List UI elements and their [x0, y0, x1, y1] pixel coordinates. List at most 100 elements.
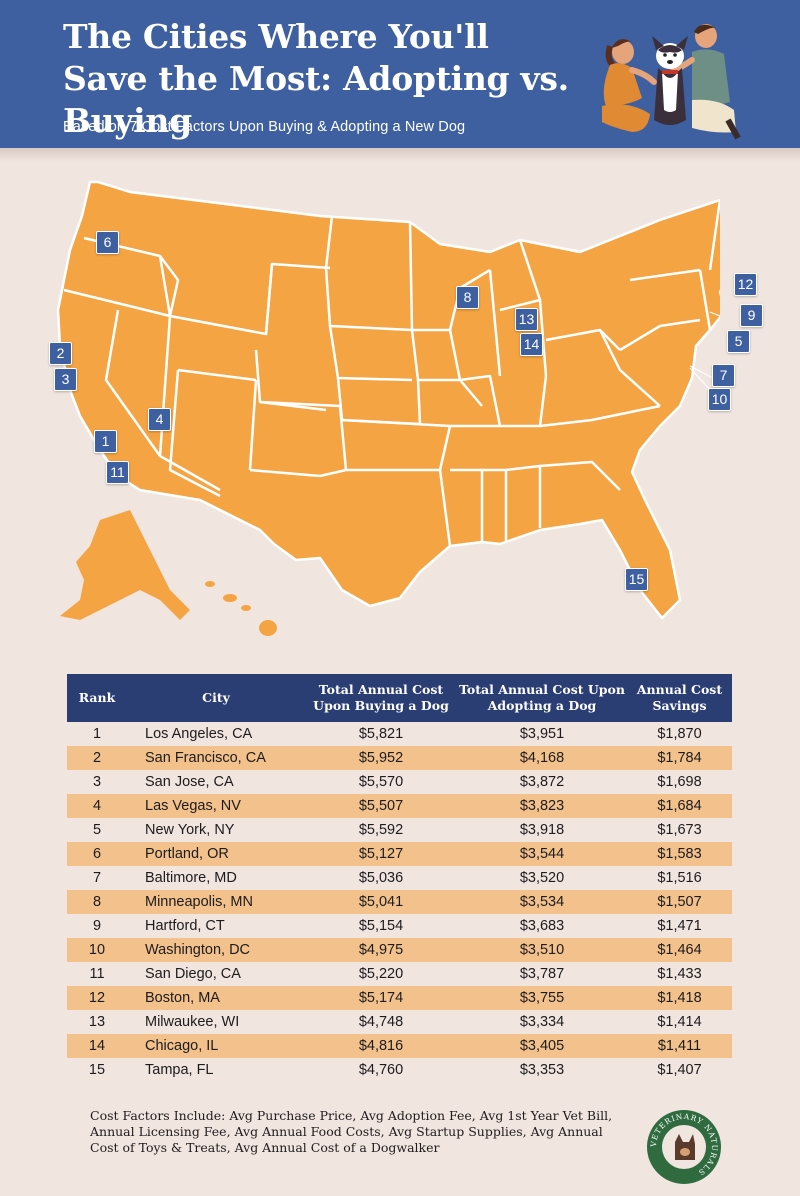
buy-cost-cell: $5,220 [358, 966, 404, 982]
city-cell: Baltimore, MD [145, 870, 237, 886]
buy-cost-cell: $4,975 [305, 938, 457, 962]
rank-cell: 13 [88, 1014, 106, 1030]
map-marker-9: 9 [740, 304, 763, 327]
savings-cell: $1,418 [627, 986, 732, 1010]
rank-cell: 6 [67, 842, 127, 866]
savings-cell: $1,516 [657, 870, 702, 886]
city-cell: San Jose, CA [145, 774, 234, 790]
rank-cell: 2 [67, 746, 127, 770]
table-row: 11 San Diego, CA $5,220 $3,787 $1,433 [67, 962, 732, 986]
map-marker-12: 12 [734, 273, 757, 296]
rank-cell: 5 [92, 822, 102, 838]
city-cell: New York, NY [145, 822, 235, 838]
adopt-cost-cell: $3,353 [519, 1062, 565, 1078]
table-row: 3 San Jose, CA $5,570 $3,872 $1,698 [67, 770, 732, 794]
rank-cell: 15 [88, 1062, 106, 1078]
savings-cell: $1,784 [627, 746, 732, 770]
adopt-cost-cell: $3,520 [519, 870, 565, 886]
header-buy-cost: Total Annual Cost Upon Buying a Dog [305, 674, 457, 722]
map-marker-4: 4 [148, 408, 171, 431]
savings-cell: $1,684 [627, 794, 732, 818]
rank-cell: 14 [67, 1034, 127, 1058]
cost-savings-table: Rank City Total Annual Cost Upon Buying … [67, 674, 732, 1082]
map-marker-1: 1 [94, 430, 117, 453]
page-subtitle: Based on 7 Cost Factors Upon Buying & Ad… [63, 119, 466, 135]
header-shadow [0, 148, 800, 162]
map-marker-6: 6 [96, 231, 119, 254]
city-cell: Washington, DC [127, 938, 305, 962]
rank-cell: 3 [92, 774, 102, 790]
adopt-cost-cell: $3,683 [519, 918, 565, 934]
savings-cell: $1,583 [627, 842, 732, 866]
rank-cell: 8 [67, 890, 127, 914]
header-rank: Rank [67, 674, 127, 722]
us-map [56, 180, 720, 636]
table-row: 2 San Francisco, CA $5,952 $4,168 $1,784 [67, 746, 732, 770]
buy-cost-cell: $5,041 [305, 890, 457, 914]
map-marker-13: 13 [515, 308, 538, 331]
savings-cell: $1,870 [657, 726, 702, 742]
map-marker-3: 3 [54, 368, 77, 391]
savings-cell: $1,414 [657, 1014, 702, 1030]
city-cell: Boston, MA [127, 986, 305, 1010]
map-marker-10: 10 [708, 388, 731, 411]
table-row: 14 Chicago, IL $4,816 $3,405 $1,411 [67, 1034, 732, 1058]
adopt-cost-cell: $3,918 [519, 822, 565, 838]
map-marker-11: 11 [106, 461, 129, 484]
map-marker-5: 5 [727, 330, 750, 353]
buy-cost-cell: $5,821 [358, 726, 404, 742]
header-city: City [127, 674, 305, 722]
people-with-dog-illustration [602, 24, 741, 140]
table-row: 7 Baltimore, MD $5,036 $3,520 $1,516 [67, 866, 732, 890]
savings-cell: $1,464 [627, 938, 732, 962]
table-row: 8 Minneapolis, MN $5,041 $3,534 $1,507 [67, 890, 732, 914]
city-cell: Chicago, IL [127, 1034, 305, 1058]
rank-cell: 4 [67, 794, 127, 818]
savings-cell: $1,433 [657, 966, 702, 982]
city-cell: Milwaukee, WI [145, 1014, 240, 1030]
adopt-cost-cell: $3,823 [457, 794, 627, 818]
savings-cell: $1,411 [627, 1034, 732, 1058]
table-row: 13 Milwaukee, WI $4,748 $3,334 $1,414 [67, 1010, 732, 1034]
city-cell: Las Vegas, NV [127, 794, 305, 818]
buy-cost-cell: $4,816 [305, 1034, 457, 1058]
table-row: 15 Tampa, FL $4,760 $3,353 $1,407 [67, 1058, 732, 1082]
header-banner: The Cities Where You'll Save the Most: A… [0, 0, 800, 148]
rank-cell: 11 [89, 966, 105, 982]
buy-cost-cell: $5,036 [358, 870, 404, 886]
rank-cell: 9 [92, 918, 102, 934]
adopt-cost-cell: $3,872 [519, 774, 565, 790]
adopt-cost-cell: $3,405 [457, 1034, 627, 1058]
alaska-shape [60, 510, 190, 620]
savings-cell: $1,698 [657, 774, 702, 790]
adopt-cost-cell: $3,755 [457, 986, 627, 1010]
cost-factors-note: Cost Factors Include: Avg Purchase Price… [90, 1108, 613, 1155]
buy-cost-cell: $5,174 [305, 986, 457, 1010]
adopt-cost-cell: $3,510 [457, 938, 627, 962]
adopt-cost-cell: $3,544 [457, 842, 627, 866]
city-cell: Minneapolis, MN [127, 890, 305, 914]
map-marker-14: 14 [520, 333, 543, 356]
city-cell: Tampa, FL [145, 1062, 214, 1078]
rank-cell: 1 [92, 726, 102, 742]
table-row: 12 Boston, MA $5,174 $3,755 $1,418 [67, 986, 732, 1010]
adopt-cost-cell: $3,951 [519, 726, 565, 742]
adopt-cost-cell: $3,334 [519, 1014, 565, 1030]
buy-cost-cell: $5,507 [305, 794, 457, 818]
city-cell: Hartford, CT [145, 918, 225, 934]
savings-cell: $1,471 [657, 918, 702, 934]
rank-cell: 7 [92, 870, 102, 886]
buy-cost-cell: $5,592 [358, 822, 404, 838]
rank-cell: 10 [67, 938, 127, 962]
savings-cell: $1,507 [627, 890, 732, 914]
buy-cost-cell: $4,760 [358, 1062, 404, 1078]
city-cell: San Francisco, CA [127, 746, 305, 770]
table-row: 1 Los Angeles, CA $5,821 $3,951 $1,870 [67, 722, 732, 746]
buy-cost-cell: $5,570 [358, 774, 404, 790]
table-row: 9 Hartford, CT $5,154 $3,683 $1,471 [67, 914, 732, 938]
header-adopt-cost: Total Annual Cost Upon Adopting a Dog [457, 674, 627, 722]
table-header-row: Rank City Total Annual Cost Upon Buying … [67, 674, 732, 722]
savings-cell: $1,407 [657, 1062, 702, 1078]
buy-cost-cell: $5,952 [305, 746, 457, 770]
adopt-cost-cell: $4,168 [457, 746, 627, 770]
